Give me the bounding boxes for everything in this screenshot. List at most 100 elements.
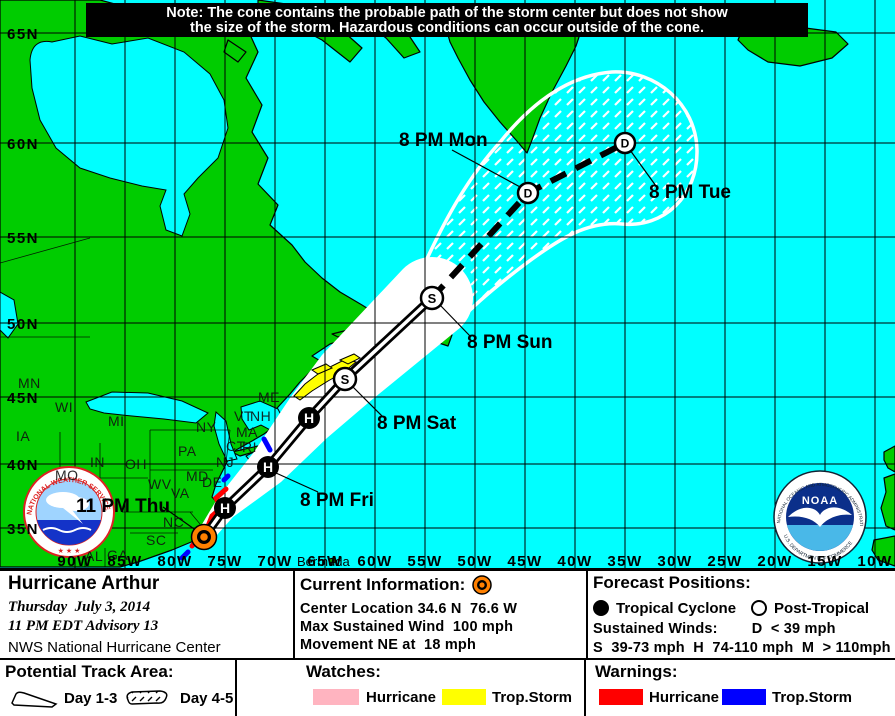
lat-label: 45N xyxy=(7,390,39,407)
current-position-legend-icon xyxy=(472,575,493,595)
time-label-mon: 8 PM Mon xyxy=(399,130,488,151)
land-greenland xyxy=(445,27,583,154)
state-label: WI xyxy=(55,399,73,415)
lake xyxy=(0,291,19,339)
ts-warning-label: Trop.Storm xyxy=(772,689,853,706)
current-movement: Movement NE at 18 mph xyxy=(300,637,477,653)
post-tropical-legend-icon xyxy=(751,600,768,616)
watches-header: Watches: xyxy=(306,662,381,681)
watch-shape xyxy=(338,353,361,365)
state-label: MO xyxy=(55,467,79,483)
note-banner: Note: The cone contains the probable pat… xyxy=(86,3,808,37)
state-labels: MN WI MI IA MO IN OH PA NY WV VA NC SC G… xyxy=(16,375,280,564)
state-label: WV xyxy=(148,476,172,492)
panel-top-border xyxy=(0,568,895,571)
lon-label: 80W xyxy=(157,553,192,570)
state-label: OH xyxy=(125,456,147,472)
lon-label: 10W xyxy=(857,553,892,570)
land-shape xyxy=(883,445,895,473)
shm-scale-label: S 39-73 mph H 74-110 mph M > 110mph xyxy=(593,640,891,656)
noaa-logo-bottom xyxy=(787,525,853,551)
forecast-symbols-row: Tropical Cyclone Post-Tropical xyxy=(592,599,869,617)
current-wind: Max Sustained Wind 100 mph xyxy=(300,619,514,635)
state-label: IA xyxy=(16,428,30,444)
tropical-cyclone-legend-icon xyxy=(593,600,609,616)
time-label-thu: 11 PM Thu xyxy=(76,496,170,517)
hurricane-watch-label: Hurricane xyxy=(366,689,437,706)
noaa-logo: NOAA NATIONAL OCEANIC AND ATMOSPHERIC AD… xyxy=(773,470,867,564)
marker-letter: H xyxy=(304,410,314,426)
state-label: NC xyxy=(163,514,184,530)
hudson-bay xyxy=(29,35,229,237)
lon-label: 30W xyxy=(657,553,692,570)
marker-letter: H xyxy=(220,500,230,516)
tropical-cyclone-marker xyxy=(298,407,320,429)
land-shape xyxy=(880,473,895,531)
ts-warning-swatch xyxy=(722,689,766,705)
noaa-name: NOAA xyxy=(802,495,838,507)
tropical-cyclone-marker xyxy=(332,366,358,392)
marker-S2: S xyxy=(419,285,445,311)
current-info-header: Current Information: xyxy=(300,575,466,594)
lon-labels: 90W 85W 80W 75W 70W 65W 60W 55W 50W 45W … xyxy=(57,553,892,570)
track-map: NATIONAL WEATHER SERVICE ★ ★ ★ NOAA NATI… xyxy=(0,0,895,570)
lon-label: 65W xyxy=(307,553,342,570)
note-banner-box xyxy=(86,3,808,37)
sustained-winds-row: Sustained Winds: D < 39 mph xyxy=(593,621,836,637)
lat-labels: 65N 60N 55N 50N 45N 40N 35N xyxy=(7,26,39,538)
state-label: MA xyxy=(236,424,258,440)
warnings-header: Warnings: xyxy=(595,662,678,681)
state-label: AL xyxy=(85,548,103,564)
lon-label: 60W xyxy=(357,553,392,570)
state-label: NJ xyxy=(216,454,234,470)
marker-letter: D xyxy=(524,187,533,201)
marker-S1: S xyxy=(332,366,358,392)
marker-H1: H xyxy=(214,497,236,519)
storm-org: NWS National Hurricane Center xyxy=(8,639,221,656)
panel-divider xyxy=(235,660,237,716)
storm-advisory: 11 PM EDT Advisory 13 xyxy=(8,618,159,634)
day13-cone-icon xyxy=(11,691,58,708)
lon-label: 20W xyxy=(757,553,792,570)
marker-D2: D xyxy=(613,131,637,155)
time-label-sat: 8 PM Sat xyxy=(377,413,457,434)
land-bermuda xyxy=(328,557,337,564)
ts-watch-swatch xyxy=(442,689,486,705)
forecast-header: Forecast Positions: xyxy=(593,573,751,592)
d-scale-label: D < 39 mph xyxy=(751,621,836,637)
hurricane-warning-label: Hurricane xyxy=(649,689,720,706)
tropical-cyclone-marker xyxy=(214,497,236,519)
lon-label: 45W xyxy=(507,553,542,570)
land-shape xyxy=(871,535,895,567)
state-label: CT xyxy=(226,438,246,454)
cone-day45-outline xyxy=(418,70,699,327)
note-line1: Note: The cone contains the probable pat… xyxy=(166,5,728,21)
nws-logo: NATIONAL WEATHER SERVICE ★ ★ ★ xyxy=(23,466,115,558)
storm-symbol-core xyxy=(200,533,208,541)
lat-label: 35N xyxy=(7,521,39,538)
tropical-cyclone-marker xyxy=(257,456,279,478)
hurricane-watch-swatch xyxy=(313,689,359,705)
lon-label: 35W xyxy=(607,553,642,570)
lat-label: 65N xyxy=(7,26,39,43)
ts-warning-coast xyxy=(179,436,273,561)
storm-date: Thursday July 3, 2014 xyxy=(8,599,151,615)
state-label: VA xyxy=(171,485,190,501)
grid-meridians xyxy=(74,0,876,570)
marker-H3: H xyxy=(298,407,320,429)
lon-label: 55W xyxy=(407,553,442,570)
tropical-cyclone-marker xyxy=(419,285,445,311)
current-location: Center Location 34.6 N 76.6 W xyxy=(300,601,518,617)
state-label: GA xyxy=(107,547,128,563)
day45-label: Day 4-5 xyxy=(180,690,234,707)
current-position-symbol xyxy=(190,523,218,551)
state-label: MN xyxy=(18,375,41,391)
state-label: PA xyxy=(178,443,197,459)
post-tropical-marker xyxy=(613,131,637,155)
ts-watch-label: Trop.Storm xyxy=(492,689,573,706)
lon-label: 70W xyxy=(257,553,292,570)
marker-letter: H xyxy=(263,459,273,475)
day13-label: Day 1-3 xyxy=(64,690,118,707)
time-label-sun: 8 PM Sun xyxy=(467,332,553,353)
